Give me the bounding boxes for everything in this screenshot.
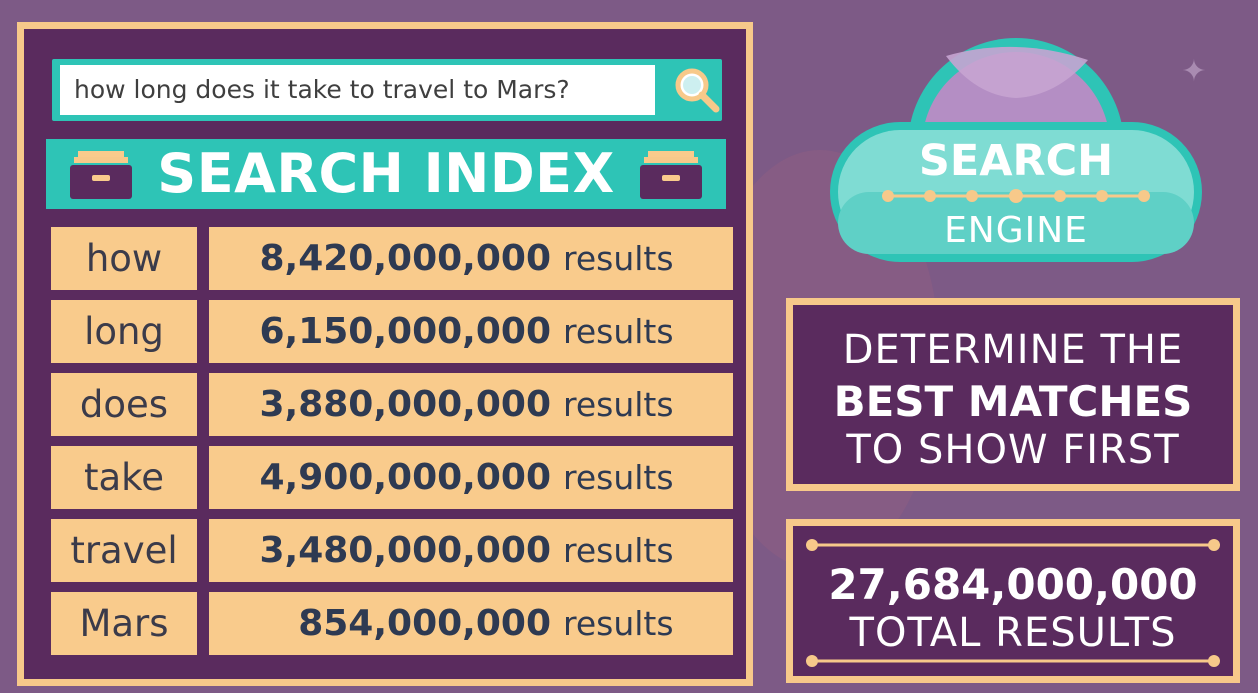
total-results-box: 27,684,000,000 TOTAL RESULTS — [786, 519, 1240, 683]
results-label: results — [563, 604, 674, 643]
count-cell: 3,880,000,000 results — [209, 373, 733, 436]
results-label: results — [563, 239, 674, 278]
search-index-title: SEARCH INDEX — [157, 142, 615, 205]
engine-subtitle: ENGINE — [944, 210, 1088, 251]
word-cell: take — [51, 446, 197, 509]
result-count: 8,420,000,000 — [259, 238, 551, 279]
count-cell: 4,900,000,000 results — [209, 446, 733, 509]
file-drawer-icon — [640, 151, 702, 199]
search-engine-badge: SEARCH ENGINE — [826, 26, 1206, 268]
word-cell: how — [51, 227, 197, 290]
determine-line-2: BEST MATCHES — [833, 377, 1193, 426]
total-results-label: TOTAL RESULTS — [849, 610, 1177, 656]
engine-title: SEARCH — [918, 136, 1114, 186]
count-cell: 6,150,000,000 results — [209, 300, 733, 363]
determine-box: DETERMINE THE BEST MATCHES TO SHOW FIRST — [786, 298, 1240, 491]
search-icon[interactable] — [672, 65, 720, 113]
divider-line — [806, 655, 1220, 667]
result-count: 3,880,000,000 — [259, 384, 551, 425]
results-label: results — [563, 458, 674, 497]
table-row: how 8,420,000,000 results — [51, 227, 733, 290]
word-cell: does — [51, 373, 197, 436]
table-row: travel 3,480,000,000 results — [51, 519, 733, 582]
ufo-engine-illustration — [830, 38, 1202, 262]
file-drawer-icon — [70, 151, 132, 199]
table-row: take 4,900,000,000 results — [51, 446, 733, 509]
search-index-panel: how long does it take to travel to Mars?… — [17, 22, 753, 686]
table-row: does 3,880,000,000 results — [51, 373, 733, 436]
sparkle-icon: ✦ — [1181, 54, 1207, 89]
results-label: results — [563, 312, 674, 351]
determine-line-3: TO SHOW FIRST — [846, 427, 1180, 473]
search-input[interactable]: how long does it take to travel to Mars? — [60, 65, 655, 115]
count-cell: 3,480,000,000 results — [209, 519, 733, 582]
table-row: Mars 854,000,000 results — [51, 592, 733, 655]
result-count: 854,000,000 — [298, 603, 551, 644]
table-row: long 6,150,000,000 results — [51, 300, 733, 363]
result-count: 3,480,000,000 — [259, 530, 551, 571]
result-count: 4,900,000,000 — [259, 457, 551, 498]
search-index-banner: SEARCH INDEX — [46, 139, 726, 209]
search-bar: how long does it take to travel to Mars? — [52, 59, 722, 121]
determine-line-1: DETERMINE THE — [842, 327, 1184, 373]
results-label: results — [563, 385, 674, 424]
divider-line — [806, 539, 1220, 551]
total-results-value: 27,684,000,000 — [828, 560, 1198, 609]
result-count: 6,150,000,000 — [259, 311, 551, 352]
count-cell: 8,420,000,000 results — [209, 227, 733, 290]
word-cell: travel — [51, 519, 197, 582]
count-cell: 854,000,000 results — [209, 592, 733, 655]
results-label: results — [563, 531, 674, 570]
index-table: how 8,420,000,000 results long 6,150,000… — [51, 227, 733, 665]
word-cell: Mars — [51, 592, 197, 655]
word-cell: long — [51, 300, 197, 363]
